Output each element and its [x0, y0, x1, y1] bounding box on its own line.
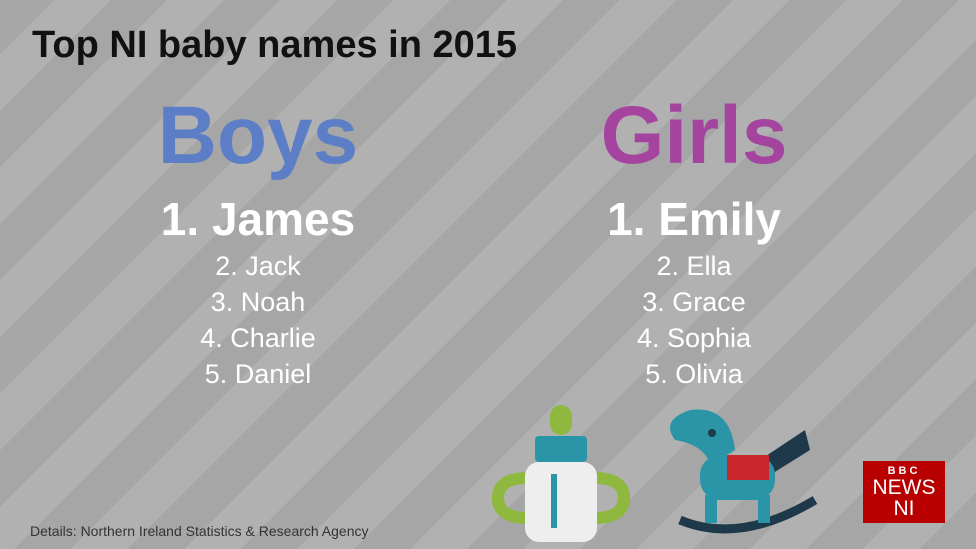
- bbc-logo: BBC NEWS NI: [863, 461, 945, 523]
- logo-middle: NEWS: [872, 476, 936, 499]
- ranked-name: 1. James: [160, 193, 356, 245]
- ranked-name: 1. Emily: [607, 193, 781, 245]
- source-note: Details: Northern Ireland Statistics & R…: [30, 523, 369, 539]
- column-heading: Boys: [157, 90, 359, 181]
- ranked-name: 5. Daniel: [204, 359, 312, 389]
- ranked-name: 2. Jack: [215, 251, 301, 281]
- ranked-name: 4. Sophia: [636, 323, 752, 353]
- ranked-name: 4. Charlie: [200, 323, 316, 353]
- ranked-name: 3. Grace: [642, 287, 746, 317]
- girls-column: Girls 1. Emily 2. Ella 3. Grace 4. Sophia 5. …: [484, 88, 904, 392]
- boys-column: Boys 1. James 2. Jack 3. Noah 4. Charlie 5. D…: [48, 88, 468, 392]
- logo-bottom: NI: [893, 497, 915, 520]
- baby-bottle: [491, 405, 631, 542]
- logo-top: BBC: [887, 465, 921, 477]
- ranked-name: 5. Olivia: [645, 359, 743, 389]
- column-heading: Girls: [600, 90, 788, 181]
- ranked-name: 3. Noah: [210, 287, 306, 317]
- ranked-name: 2. Ella: [656, 251, 732, 281]
- rocking-horse: [670, 409, 818, 534]
- title: Top NI baby names in 2015: [32, 24, 518, 66]
